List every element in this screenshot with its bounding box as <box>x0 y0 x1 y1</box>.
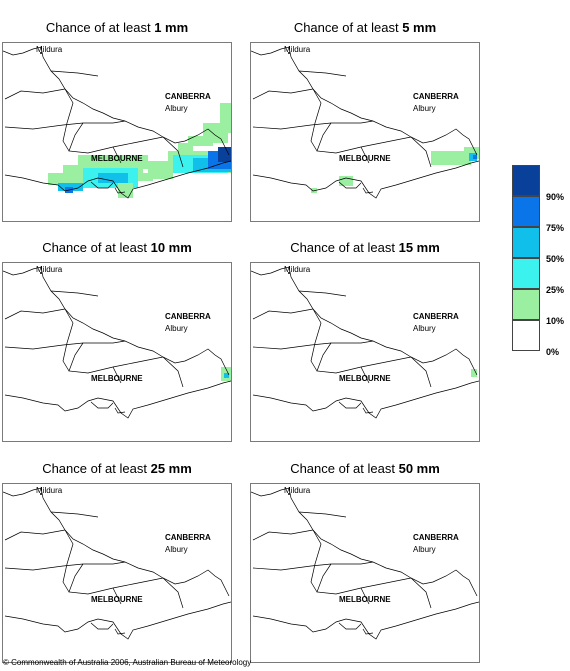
region-boundaries <box>251 46 479 199</box>
label-albury: Albury <box>413 545 436 554</box>
legend-label-50: 50% <box>546 254 565 264</box>
rainfall-map: Mildura CANBERRA Albury MELBOURNE <box>2 42 232 222</box>
legend-label-25: 25% <box>546 285 565 295</box>
rainfall-map: Mildura CANBERRA Albury MELBOURNE <box>250 42 480 222</box>
copyright-notice: © Commonwealth of Australia 2006, Austra… <box>3 658 252 667</box>
label-albury: Albury <box>165 324 188 333</box>
label-melbourne: MELBOURNE <box>339 154 391 163</box>
label-melbourne: MELBOURNE <box>339 374 391 383</box>
label-canberra: CANBERRA <box>413 533 459 542</box>
label-mildura: Mildura <box>284 45 311 54</box>
legend-swatch-75 <box>512 196 540 227</box>
city-dot-mildura <box>288 493 290 495</box>
map-svg: Mildura CANBERRA Albury MELBOURNE <box>251 45 479 199</box>
legend-label-90: 90% <box>546 192 565 202</box>
label-melbourne: MELBOURNE <box>91 374 143 383</box>
map-svg: Mildura CANBERRA Albury MELBOURNE <box>251 265 479 419</box>
label-canberra: CANBERRA <box>413 92 459 101</box>
panel-title: Chance of at least 5 mm <box>293 20 437 35</box>
label-mildura: Mildura <box>284 486 311 495</box>
legend-swatch-25 <box>512 258 540 289</box>
region-boundaries <box>3 46 231 199</box>
panel-title: Chance of at least 25 mm <box>42 461 192 476</box>
rainfall-map: Mildura CANBERRA Albury MELBOURNE <box>2 262 232 442</box>
legend-swatch-90 <box>512 165 540 196</box>
label-melbourne: MELBOURNE <box>91 595 143 604</box>
city-dot-mildura <box>40 493 42 495</box>
label-albury: Albury <box>413 104 436 113</box>
label-mildura: Mildura <box>284 265 311 274</box>
probability-shading <box>48 103 231 198</box>
map-svg: Mildura CANBERRA Albury MELBOURNE <box>3 486 231 640</box>
map-svg: Mildura CANBERRA Albury MELBOURNE <box>3 265 231 419</box>
probability-shading <box>311 147 479 193</box>
legend-swatch-50 <box>512 227 540 258</box>
rainfall-map: Mildura CANBERRA Albury MELBOURNE <box>250 262 480 442</box>
probability-shading <box>471 369 477 377</box>
label-mildura: Mildura <box>36 486 63 495</box>
region-boundaries <box>251 266 479 419</box>
label-mildura: Mildura <box>36 45 63 54</box>
panel-title: Chance of at least 1 mm <box>45 20 189 35</box>
label-mildura: Mildura <box>36 265 63 274</box>
region-boundaries <box>3 266 231 419</box>
rainfall-map: Mildura CANBERRA Albury MELBOURNE <box>2 483 232 663</box>
label-canberra: CANBERRA <box>165 92 211 101</box>
legend-label-75: 75% <box>546 223 565 233</box>
panel-title: Chance of at least 15 mm <box>290 240 440 255</box>
panel-title: Chance of at least 10 mm <box>42 240 192 255</box>
label-canberra: CANBERRA <box>165 533 211 542</box>
city-dot-mildura <box>288 52 290 54</box>
probability-shading <box>221 367 231 381</box>
region-boundaries <box>251 487 479 640</box>
label-albury: Albury <box>165 545 188 554</box>
label-melbourne: MELBOURNE <box>91 154 143 163</box>
region-boundaries <box>3 487 231 640</box>
city-dot-mildura <box>288 272 290 274</box>
legend-label-0: 0% <box>546 347 560 357</box>
label-albury: Albury <box>413 324 436 333</box>
city-dot-mildura <box>40 52 42 54</box>
label-melbourne: MELBOURNE <box>339 595 391 604</box>
legend-swatch-10 <box>512 289 540 320</box>
label-canberra: CANBERRA <box>413 312 459 321</box>
map-svg: Mildura CANBERRA Albury MELBOURNE <box>251 486 479 640</box>
label-canberra: CANBERRA <box>165 312 211 321</box>
rainfall-map: Mildura CANBERRA Albury MELBOURNE <box>250 483 480 663</box>
legend-label-10: 10% <box>546 316 565 326</box>
legend-swatch-0 <box>512 320 540 351</box>
panel-title: Chance of at least 50 mm <box>290 461 440 476</box>
label-albury: Albury <box>165 104 188 113</box>
city-dot-mildura <box>40 272 42 274</box>
map-svg: Mildura CANBERRA Albury MELBOURNE <box>3 45 231 199</box>
